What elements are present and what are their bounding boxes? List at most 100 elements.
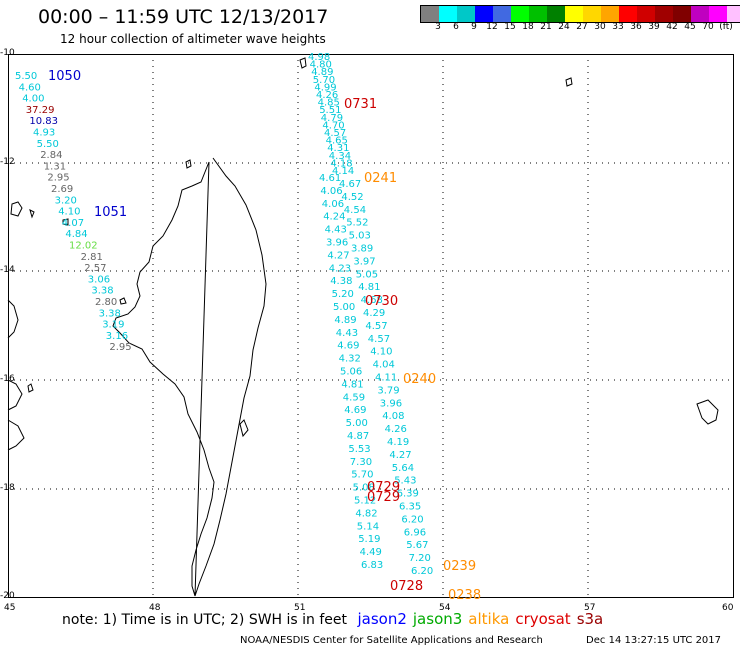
longitude-tick-label: 60 [722,603,734,613]
legend-note: note: 1) Time is in UTC; 2) SWH is in fe… [62,612,348,628]
swh-value: 4.24 [323,212,345,223]
scale-swatch [547,6,565,22]
swh-value: 4.38 [330,276,352,287]
scale-swatch [601,6,619,22]
satellite-jason2: jason2 [357,610,407,628]
island-6 [27,383,34,393]
swh-value: 2.57 [84,263,106,274]
swh-value: 6.20 [411,566,433,577]
swh-value: 4.19 [387,437,409,448]
footer: NOAA/NESDIS Center for Satellite Applica… [240,635,721,646]
scale-label: 33 [612,22,624,32]
swh-value: 4.29 [363,308,385,319]
satellite-altika: altika [468,610,510,628]
scale-swatch [511,6,529,22]
satellite-cryosat: cryosat [515,610,571,628]
swh-value: 5.12 [354,496,376,507]
latitude-tick-label: -18 [0,483,15,493]
scale-label: 30 [594,22,606,32]
scale-swatch [439,6,457,22]
scale-swatch [727,6,740,22]
footer-timestamp: Dec 14 13:27:15 UTC 2017 [586,635,722,646]
swh-value: 4.07 [62,218,84,229]
swh-value: 4.32 [339,354,361,365]
swh-value: 4.06 [322,199,344,210]
satellite-jason3: jason3 [412,610,463,628]
island-1 [299,57,307,69]
madagascar-coastline [112,157,267,597]
swh-value: 4.27 [327,250,349,261]
swh-value: 6.35 [399,502,421,513]
swh-value: 4.85 [318,98,340,109]
swh-value: 10.83 [29,116,58,127]
swh-value: 5.03 [349,231,371,242]
swh-value: 3.89 [351,244,373,255]
swh-value: 4.70 [322,120,344,131]
pass-time-label: 0731 [344,97,377,112]
swh-value: 3.06 [88,274,110,285]
island-north-1 [10,201,23,217]
longitude-tick-label: 48 [149,603,161,613]
pass-time-label: 0239 [443,559,476,574]
swh-value: 4.34 [329,151,351,162]
pass-time-label: 1050 [48,69,81,84]
scale-label: (ft) [719,22,733,32]
swh-value: 4.57 [365,321,387,332]
scale-swatch [421,6,439,22]
swh-value: 5.08 [353,483,375,494]
swh-value: 5.43 [394,476,416,487]
scale-swatch [565,6,583,22]
longitude-tick-label: 57 [584,603,596,613]
swh-value: 2.80 [95,297,117,308]
longitude-tick-label: 45 [4,603,16,613]
scale-swatch [673,6,691,22]
swh-value: 1.31 [44,161,66,172]
swh-value: 4.81 [358,282,380,293]
pass-time-label: 0730 [365,294,398,309]
pass-time-label: 0728 [390,579,423,594]
pass-time-label: 0240 [403,372,436,387]
swh-value: 5.00 [333,302,355,313]
swh-value: 5.06 [340,367,362,378]
swh-value: 6.96 [404,527,426,538]
swh-value: 4.11 [375,373,397,384]
footer-credit: NOAA/NESDIS Center for Satellite Applica… [240,635,543,646]
island-4 [185,159,192,169]
swh-value: 2.81 [81,252,103,263]
coast-west-1 [7,299,19,339]
swh-value: 4.31 [327,143,349,154]
satellite-s3a: s3a [576,610,604,628]
swh-value: 2.69 [51,184,73,195]
scale-swatch [529,6,547,22]
scale-swatch [691,6,709,22]
swh-value: 4.10 [58,207,80,218]
swh-value: 4.59 [343,392,365,403]
scale-label: 45 [684,22,696,32]
swh-value: 6.20 [401,514,423,525]
swh-value: 3.38 [99,308,121,319]
pass-time-label: 0241 [364,171,397,186]
swh-value: 12.02 [69,241,98,252]
pass-time-label: 1051 [94,205,127,220]
coast-west-3 [7,419,25,451]
swh-value: 4.14 [332,166,354,177]
swh-value: 4.08 [382,411,404,422]
swh-value: 6.83 [361,560,383,571]
scale-label: 24 [558,22,570,32]
swh-value: 4.49 [360,547,382,558]
latitude-tick-label: -16 [0,374,15,384]
swh-value: 4.69 [344,405,366,416]
scale-swatch [709,6,727,22]
swh-value: 4.54 [344,205,366,216]
scale-swatch [475,6,493,22]
swh-value: 5.70 [351,470,373,481]
swh-value: 4.61 [319,173,341,184]
island-5 [239,419,249,438]
swh-value: 4.99 [314,82,336,93]
island-comoros-2 [119,297,127,305]
scale-label: 3 [435,22,441,32]
scale-label: 18 [522,22,534,32]
swh-value: 3.20 [55,195,77,206]
